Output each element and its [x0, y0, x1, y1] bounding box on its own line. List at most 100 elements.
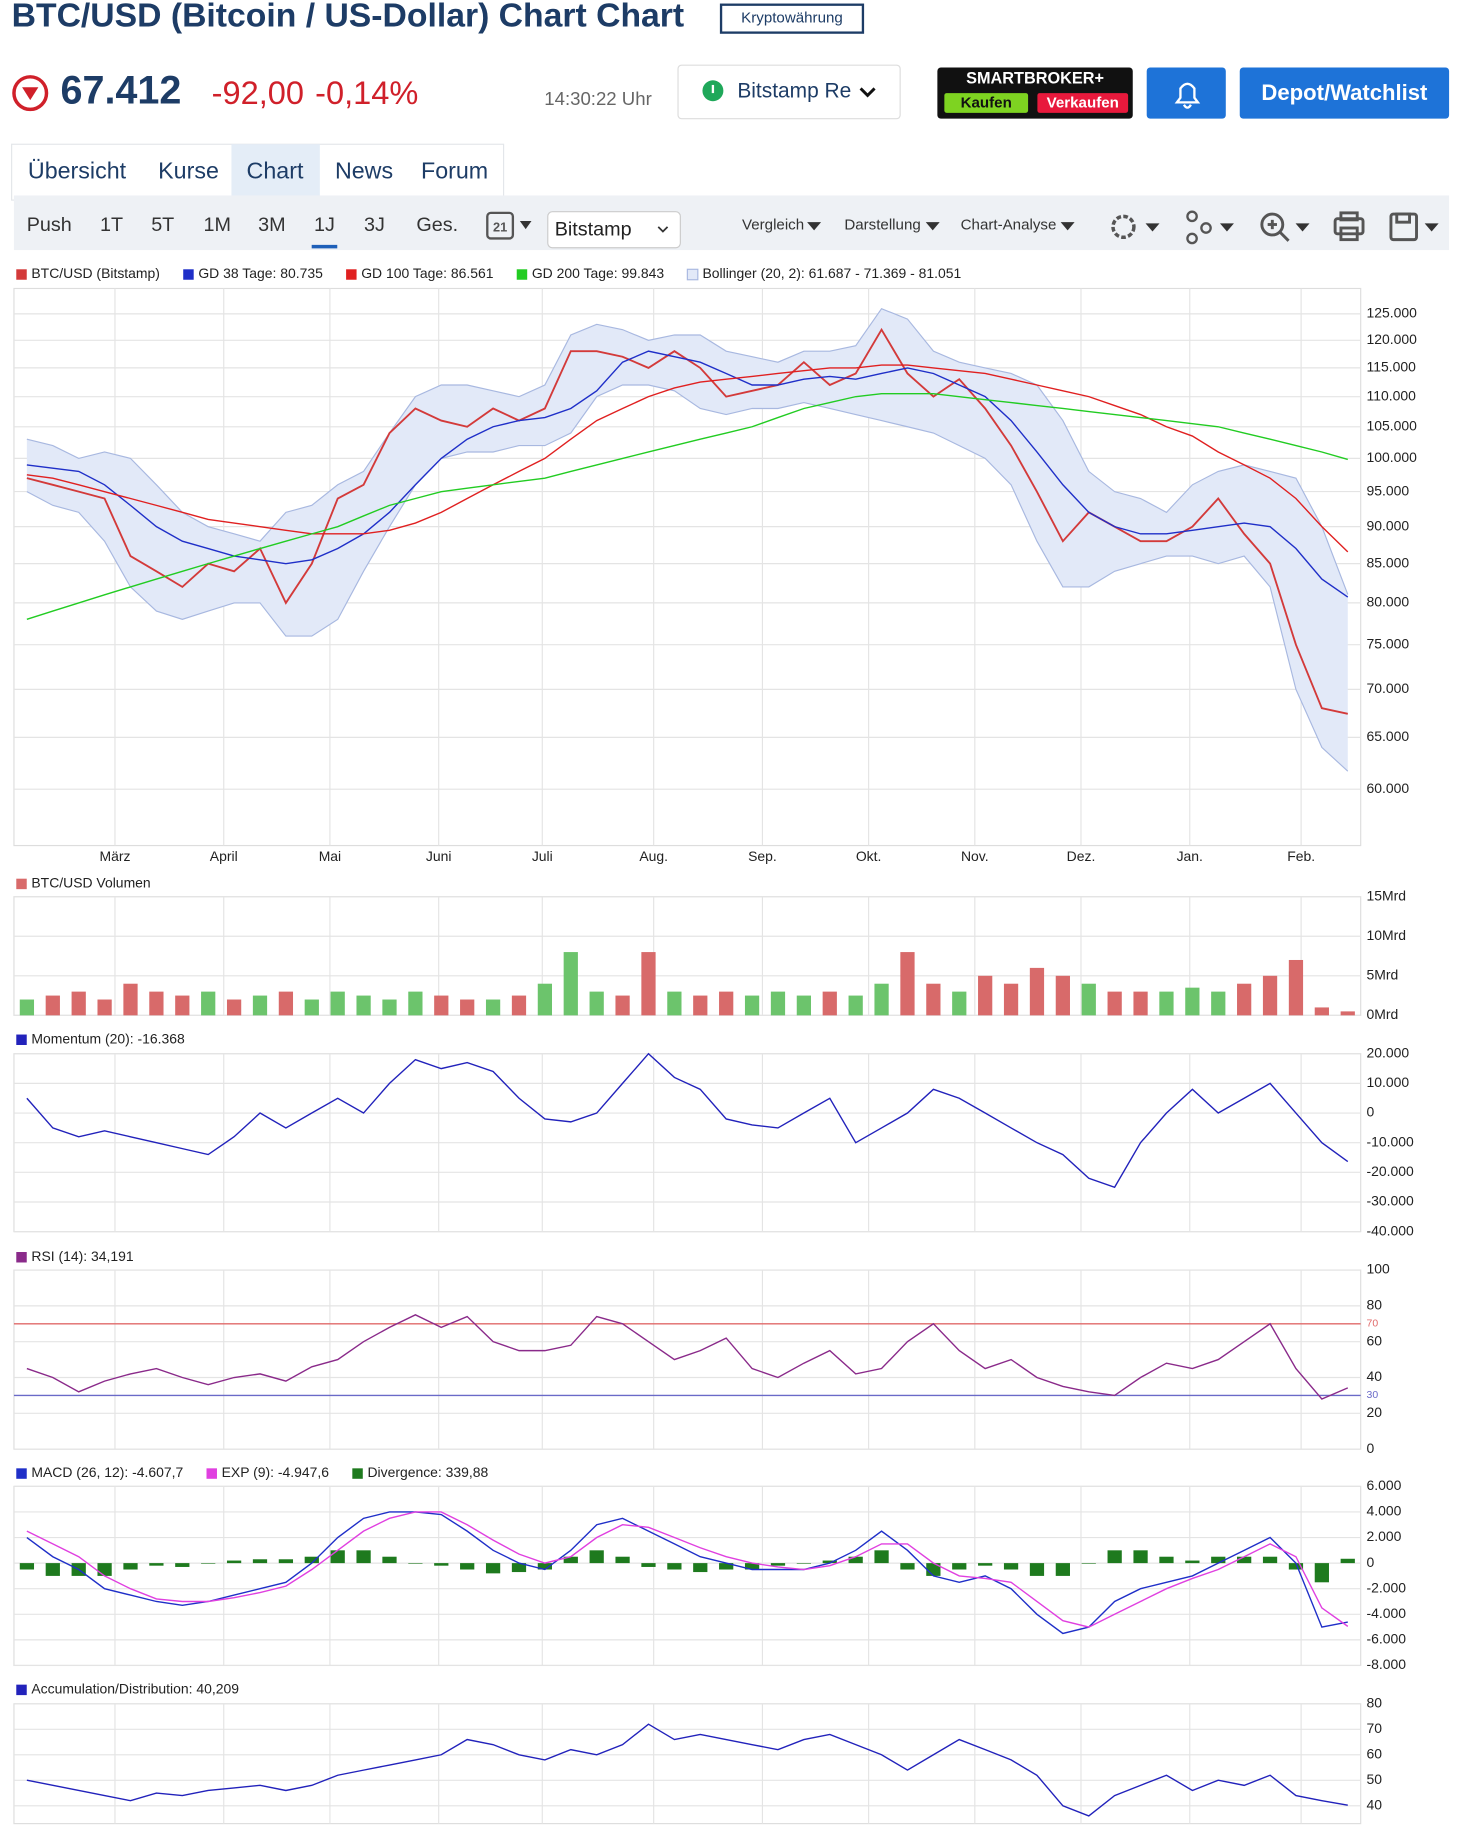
bar — [19, 1563, 35, 1570]
bar — [1107, 991, 1122, 1016]
bar — [1055, 1563, 1070, 1576]
calendar-icon[interactable] — [486, 211, 515, 240]
smartbroker-label: SMARTBROKER+ — [966, 69, 1104, 87]
bar — [1288, 959, 1304, 1016]
y-tick-label: 60 — [1367, 1745, 1383, 1761]
bar — [1237, 983, 1252, 1016]
exchange-select[interactable] — [677, 64, 901, 120]
bar — [537, 1563, 553, 1570]
range-button[interactable]: 1T — [100, 214, 123, 236]
range-button[interactable]: 3J — [364, 214, 385, 236]
bar — [848, 995, 863, 1016]
bar — [511, 995, 527, 1016]
y-tick-label: 20.000 — [1367, 1044, 1410, 1060]
x-tick-label: Aug. — [639, 848, 668, 864]
bar — [822, 1560, 837, 1564]
bar — [563, 1556, 578, 1564]
bar — [1262, 975, 1278, 1016]
bar — [1081, 983, 1096, 1016]
bar — [201, 1563, 216, 1564]
x-tick-label: Sep. — [748, 848, 777, 864]
bar — [356, 995, 371, 1016]
bar — [1185, 1560, 1200, 1564]
dropdown-arrow — [1219, 223, 1234, 232]
y-tick-label: 85.000 — [1367, 554, 1410, 570]
legend-label: EXP (9): -4.947,6 — [222, 1464, 330, 1480]
y-tick-label: 5Mrd — [1367, 966, 1399, 982]
y-tick-label: 75.000 — [1367, 635, 1410, 651]
legend-label: GD 200 Tage: 99.843 — [532, 265, 664, 281]
bar — [485, 999, 501, 1016]
range-button[interactable]: Push — [27, 214, 72, 236]
y-tick-label: 120.000 — [1367, 331, 1418, 347]
bar — [460, 999, 475, 1016]
bar — [796, 1563, 811, 1564]
y-tick-label: 50 — [1367, 1771, 1383, 1787]
legend-swatch — [16, 1034, 27, 1045]
y-tick-label: 100.000 — [1367, 449, 1418, 465]
menu[interactable]: Chart-Analyse — [961, 217, 1057, 234]
y-tick-label: 0Mrd — [1367, 1006, 1399, 1022]
bar — [719, 1563, 734, 1570]
buy-label: Kaufen — [961, 95, 1012, 112]
series-line — [26, 1511, 1348, 1635]
y-tick-label: 105.000 — [1367, 417, 1418, 433]
bar — [693, 1563, 708, 1573]
y-tick-label: 10Mrd — [1367, 927, 1407, 943]
y-tick-label: 80 — [1367, 1297, 1383, 1313]
band-fill — [26, 308, 1348, 772]
buy-button[interactable] — [944, 93, 1029, 113]
bar — [1081, 1563, 1096, 1564]
menu[interactable]: Vergleich — [742, 217, 804, 234]
y-tick-label: 110.000 — [1367, 387, 1417, 403]
calendar-day: 21 — [493, 219, 507, 234]
tab[interactable]: Chart — [247, 157, 304, 183]
tab[interactable]: Forum — [421, 157, 488, 183]
menu[interactable]: Darstellung — [844, 217, 920, 234]
bar — [97, 1563, 112, 1576]
settings-icon[interactable] — [1111, 214, 1136, 240]
bar — [693, 995, 708, 1016]
bar — [408, 991, 423, 1016]
y-tick-label: 0 — [1367, 1104, 1375, 1120]
bar — [1314, 1007, 1329, 1016]
indicator-icon[interactable] — [1186, 210, 1212, 245]
watchlist-button[interactable] — [1239, 67, 1450, 119]
legend-label: RSI (14): 34,191 — [31, 1248, 134, 1264]
range-button[interactable]: 3M — [258, 214, 285, 236]
y-tick-label: -10.000 — [1367, 1133, 1415, 1149]
y-tick-label: -20.000 — [1367, 1163, 1415, 1179]
bar — [641, 952, 656, 1016]
range-button[interactable]: Ges. — [416, 214, 458, 236]
bar — [641, 1563, 656, 1567]
bar — [1133, 1550, 1148, 1564]
y-tick-label: 80.000 — [1367, 594, 1410, 610]
bar — [744, 1563, 760, 1570]
tab[interactable]: Übersicht — [28, 157, 127, 183]
bar — [900, 952, 915, 1016]
x-tick-label: Okt. — [856, 848, 882, 864]
zoom-icon[interactable] — [1260, 212, 1290, 242]
sell-button[interactable] — [1037, 93, 1129, 113]
series-line — [26, 1723, 1348, 1817]
y-tick-label: 115.000 — [1367, 359, 1417, 375]
tab[interactable]: News — [335, 157, 393, 183]
bar — [511, 1563, 527, 1573]
exchange-dropdown[interactable] — [547, 211, 681, 249]
bar — [1262, 1556, 1278, 1564]
print-icon[interactable] — [1333, 211, 1365, 242]
bar — [304, 999, 319, 1016]
y-tick-label: 4.000 — [1367, 1503, 1402, 1519]
range-button[interactable]: 5T — [151, 214, 174, 236]
save-icon[interactable] — [1389, 212, 1418, 242]
bar — [952, 1563, 967, 1570]
alert-button[interactable] — [1146, 67, 1226, 119]
bar — [978, 1563, 993, 1566]
bar — [252, 1559, 268, 1564]
tab[interactable]: Kurse — [158, 157, 219, 183]
x-tick-label: Dez. — [1067, 848, 1096, 864]
range-button[interactable]: 1J — [314, 214, 335, 236]
time: 14:30:22 Uhr — [544, 88, 652, 109]
range-button[interactable]: 1M — [204, 214, 231, 236]
